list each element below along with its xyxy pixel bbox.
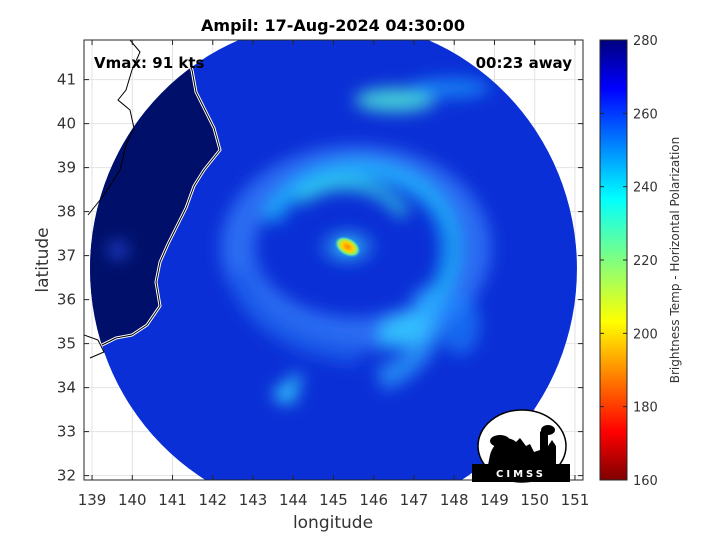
cimss-logo: CIMSS <box>472 409 570 483</box>
x-tick-label: 145 <box>319 491 348 509</box>
cloud-bands <box>108 78 491 403</box>
x-tick-label: 143 <box>239 491 268 509</box>
colorbar-tick-label: 280 <box>633 34 658 49</box>
chart-title: Ampil: 17-Aug-2024 04:30:00 <box>201 16 465 35</box>
x-tick-label: 148 <box>440 491 469 509</box>
y-tick-label: 38 <box>57 203 76 221</box>
x-axis-label: longitude <box>293 513 373 533</box>
y-tick-label: 39 <box>57 159 76 177</box>
colorbar-gradient <box>599 39 628 481</box>
y-tick-label: 40 <box>57 115 76 133</box>
x-tick-label: 146 <box>359 491 388 509</box>
x-tick-label: 151 <box>561 491 590 509</box>
x-tick-label: 144 <box>279 491 308 509</box>
x-tick-label: 139 <box>78 491 107 509</box>
coastline-outer <box>84 40 141 359</box>
colorbar-tick-label: 260 <box>633 107 658 122</box>
colorbar-tick-label: 200 <box>633 327 658 342</box>
y-tick-label: 41 <box>57 71 76 89</box>
x-tick-label: 141 <box>158 491 187 509</box>
y-tick-label: 37 <box>57 247 76 265</box>
y-tick-label: 33 <box>57 423 76 441</box>
brightness-temperature-swath <box>90 40 577 480</box>
colorbar-label: Brightness Temp - Horizontal Polarizatio… <box>668 137 682 384</box>
time-offset-annotation: 00:23 away <box>476 54 573 72</box>
y-tick-label: 34 <box>57 379 76 397</box>
x-tick-label: 140 <box>118 491 147 509</box>
eyewall <box>305 216 390 277</box>
y-tick-label: 36 <box>57 291 76 309</box>
colorbar-tick-label: 240 <box>633 181 658 196</box>
colorbar: 160 180 200 220 240 260 280 Brightness Temp - … <box>599 34 682 489</box>
x-tick-label: 149 <box>480 491 509 509</box>
colorbar-ticks: 160 180 200 220 240 260 280 <box>600 34 658 489</box>
x-axis-ticks: 139 140 141 142 143 144 145 146 147 148 149 150 151 <box>78 40 590 509</box>
y-axis-ticks: 32 33 34 35 36 37 38 39 40 41 <box>57 71 583 485</box>
vmax-annotation: Vmax: 91 kts <box>94 54 204 72</box>
logo-text: CIMSS <box>496 469 546 480</box>
y-axis-label: latitude <box>33 227 53 292</box>
y-tick-label: 32 <box>57 467 76 485</box>
x-tick-label: 150 <box>520 491 549 509</box>
colorbar-tick-label: 160 <box>633 474 658 489</box>
x-tick-label: 147 <box>400 491 429 509</box>
x-tick-label: 142 <box>198 491 227 509</box>
colorbar-tick-label: 220 <box>633 254 658 269</box>
y-tick-label: 35 <box>57 335 76 353</box>
colorbar-tick-label: 180 <box>633 401 658 416</box>
